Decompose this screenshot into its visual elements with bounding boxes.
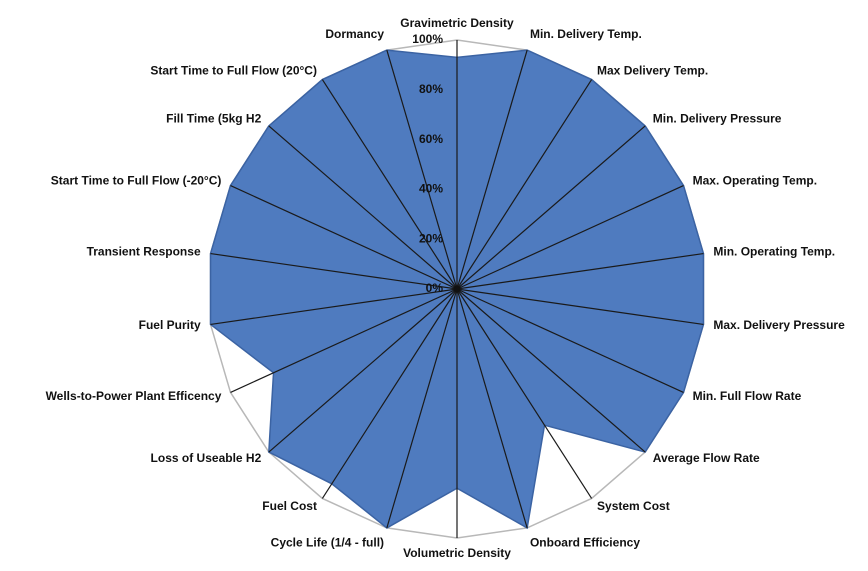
axis-label: Min. Delivery Pressure: [653, 112, 782, 126]
r-tick-label: 40%: [419, 182, 443, 196]
axis-label: Fuel Purity: [139, 318, 201, 332]
axis-spoke: [321, 79, 458, 290]
axis-spoke: [456, 288, 593, 499]
axis-spoke: [456, 288, 684, 393]
axis-spoke: [456, 288, 528, 529]
r-tick-label: 0%: [426, 281, 444, 295]
r-tick-label: 100%: [412, 32, 443, 46]
axis-label: Min. Full Flow Rate: [693, 389, 802, 403]
axis-spoke: [456, 288, 704, 326]
axis-label: Fill Time (5kg H2: [166, 112, 261, 126]
axis-spoke: [456, 79, 593, 290]
axis-spoke: [230, 185, 458, 290]
axis-label: Average Flow Rate: [653, 451, 760, 465]
axis-spoke: [456, 125, 646, 290]
axis-spoke: [456, 252, 704, 290]
axis-spoke: [456, 49, 528, 290]
axis-label: Max. Delivery Pressure: [713, 318, 845, 332]
axis-label: Start Time to Full Flow (20°C): [150, 63, 317, 77]
axis-spoke: [268, 288, 458, 453]
axis-label: Wells-to-Power Plant Efficency: [46, 389, 222, 403]
axis-label: System Cost: [597, 499, 670, 513]
axis-label: Max. Operating Temp.: [693, 174, 817, 188]
axis-spoke: [456, 185, 684, 290]
axis-label: Min. Operating Temp.: [713, 244, 835, 258]
axis-label: Volumetric Density: [403, 546, 511, 560]
axis-label: Dormancy: [325, 27, 384, 41]
r-tick-label: 20%: [419, 231, 443, 245]
axis-label: Cycle Life (1/4 - full): [271, 535, 384, 549]
axis-label: Max Delivery Temp.: [597, 63, 708, 77]
axis-spoke: [386, 49, 458, 290]
axis-label: Fuel Cost: [262, 499, 317, 513]
axis-label: Gravimetric Density: [400, 16, 514, 30]
axis-label: Start Time to Full Flow (-20°C): [51, 174, 222, 188]
axis-spoke: [210, 288, 458, 326]
axis-label: Min. Delivery Temp.: [530, 27, 642, 41]
r-tick-label: 80%: [419, 82, 443, 96]
axis-label: Loss of Useable H2: [151, 451, 262, 465]
axis-spoke: [321, 288, 458, 499]
axis-spoke: [456, 288, 646, 453]
axis-label: Onboard Efficiency: [530, 535, 640, 549]
center-dot: [453, 285, 461, 293]
axis-spoke: [386, 288, 458, 529]
axis-label: Transient Response: [87, 244, 201, 258]
axis-spoke: [230, 288, 458, 393]
r-tick-label: 60%: [419, 132, 443, 146]
axis-spoke: [268, 125, 458, 290]
axis-spoke: [210, 252, 458, 290]
